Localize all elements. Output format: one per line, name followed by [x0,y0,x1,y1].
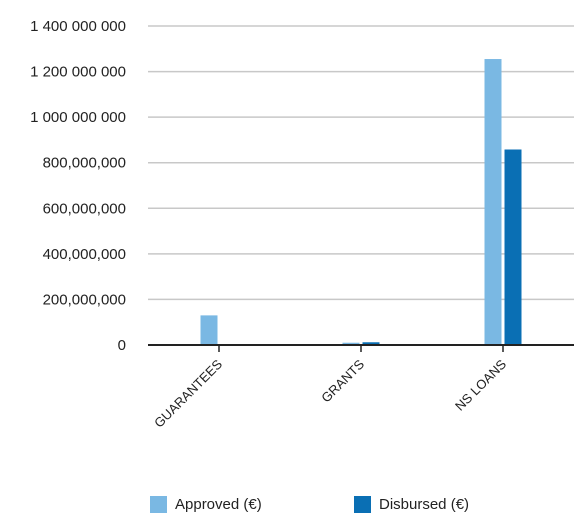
y-tick-label: 600,000,000 [43,200,126,217]
bar-chart: 0 200,000,000 400,000,000 600,000,000 800,00… [30,18,574,430]
bars [200,59,522,346]
bar-disbursed-ns-loans [504,149,522,345]
bar-approved-grants [342,342,360,345]
y-tick-label: 200,000,000 [43,291,126,308]
y-tick-label: 400,000,000 [43,246,126,263]
x-category-label: GRANTS [318,356,367,405]
y-tick-label: 800,000,000 [43,155,126,172]
legend-item-disbursed: Disbursed (€) [354,496,469,513]
legend-label-disbursed: Disbursed (€) [379,496,470,513]
x-category-label: NS LOANS [452,356,509,413]
x-category-label: GUARANTEES [151,356,225,430]
x-axis-category-labels: GUARANTEES GRANTS NS LOANS [151,356,509,430]
y-tick-label: 1 000 000 000 [30,109,126,126]
bar-disbursed-grants [362,342,380,345]
gridlines [148,25,574,301]
legend-swatch-disbursed [354,496,371,513]
legend: Approved (€) Disbursed (€) [0,496,576,520]
bar-approved-guarantees [200,315,218,345]
x-axis-ticks [218,345,504,352]
y-axis-tick-labels: 0 200,000,000 400,000,000 600,000,000 800,00… [30,18,126,354]
legend-label-approved: Approved (€) [175,496,262,513]
legend-swatch-approved [150,496,167,513]
y-tick-label: 1 400 000 000 [30,18,126,35]
y-tick-label: 1 200 000 000 [30,64,126,81]
bar-approved-ns-loans [484,59,502,346]
legend-item-approved: Approved (€) [150,496,262,513]
y-tick-label: 0 [118,337,126,354]
